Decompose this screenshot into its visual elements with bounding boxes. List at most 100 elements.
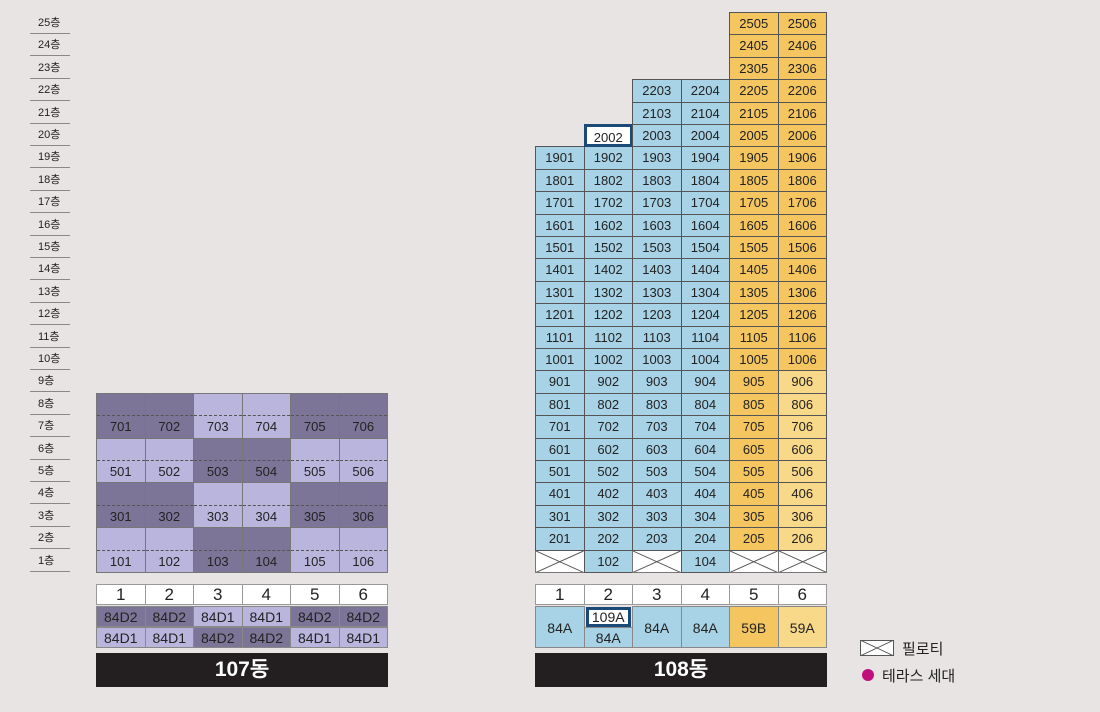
unit-cell: 1801 [535,168,585,193]
unit-cell: 1201 [535,303,585,327]
floor-label: 6층 [30,438,70,460]
unit-cell: 1505 [729,236,779,260]
unit-type: 84A [583,627,633,648]
unit-number: 702 [158,419,181,435]
unit-cell: 1703 [632,191,682,215]
unit-type: 84A [680,606,730,648]
unit-cell: 1001 [535,348,585,372]
unit-cell: 1402 [583,258,633,282]
unit-cell: 1901 [535,146,585,170]
unit-type: 84D1 [290,627,340,648]
floor-divider [291,459,339,461]
unit-number: 303 [206,508,229,524]
unit-cell: 703 [632,415,682,439]
unit-cell: 501 [96,437,146,484]
floor-divider [291,504,339,506]
unit-cell: 304 [680,504,730,529]
floor-divider [97,459,145,461]
unit-cell: 1204 [680,303,730,327]
floor-label: 18층 [30,169,70,191]
floor-divider [145,459,193,461]
unit-cell: 405 [729,482,779,506]
floor-divider [242,415,290,417]
unit-cell: 506 [338,437,388,484]
floor-label: 12층 [30,303,70,326]
unit-type: 84D1 [338,627,388,648]
unit-number: 705 [303,419,326,435]
floor-divider [339,549,387,551]
unit-cell: 503 [193,437,243,484]
unit-type: 84D1 [193,606,243,627]
unit-cell: 1403 [632,258,682,282]
unit-number: 104 [255,553,278,569]
unit-cell: 203 [632,527,682,551]
unit-cell: 205 [729,527,779,551]
unit-cell: 705 [290,392,340,439]
unit-cell: 2405 [729,34,779,58]
unit-cell: 1305 [729,280,779,305]
unit-cell: 1605 [729,213,779,237]
unit-cell: 305 [290,482,340,529]
unit-cell: 1405 [729,258,779,282]
unit-cell: 901 [535,370,585,394]
floor-divider [339,415,387,417]
unit-cell: 1804 [680,168,730,193]
unit-cell: 204 [680,527,730,551]
floor-label: 21층 [30,102,70,124]
unit-number: 305 [303,508,326,524]
floor-divider [145,415,193,417]
unit-cell: 1503 [632,236,682,260]
unit-type: 84A [632,606,682,648]
floor-label: 14층 [30,258,70,281]
unit-cell: 2406 [777,34,827,58]
unit-number: 301 [109,508,132,524]
floor-label: 2층 [30,527,70,550]
unit-cell: 2205 [729,79,779,103]
floor-divider [242,459,290,461]
unit-cell: 301 [96,482,146,529]
floor-label: 22층 [30,79,70,102]
floor-label: 17층 [30,191,70,214]
unit-cell: 606 [777,437,827,461]
unit-number: 703 [206,419,229,435]
unit-cell: 1704 [680,191,730,215]
line-number: 6 [338,584,388,605]
unit-number: 506 [352,463,375,479]
unit-cell: 505 [729,460,779,484]
unit-cell: 103 [193,527,243,573]
unit-cell: 104 [680,549,730,573]
legend-pilotis-label: 필로티 [902,641,944,658]
unit-type: 84D2 [290,606,340,627]
floor-label: 24층 [30,34,70,57]
unit-cell: 1902 [583,146,633,170]
unit-cell: 501 [535,460,585,484]
unit-cell: 2505 [729,12,779,36]
floor-divider [291,415,339,417]
unit-cell: 1603 [632,213,682,237]
pilotis-cell [535,549,585,573]
pilotis-cell [777,549,827,573]
unit-cell: 2105 [729,101,779,125]
unit-cell: 102 [583,549,633,573]
floor-divider [145,549,193,551]
unit-cell: 1701 [535,191,585,215]
unit-cell: 104 [241,527,291,573]
unit-cell: 304 [241,482,291,529]
floor-label: 9층 [30,370,70,393]
unit-cell: 1604 [680,213,730,237]
unit-cell: 1003 [632,348,682,372]
floor-label: 23층 [30,57,70,79]
floor-label: 10층 [30,348,70,370]
unit-cell: 1602 [583,213,633,237]
line-number: 5 [729,584,779,605]
unit-cell: 1205 [729,303,779,327]
unit-cell: 1502 [583,236,633,260]
unit-number: 501 [109,463,132,479]
unit-cell: 805 [729,392,779,417]
line-number: 1 [535,584,585,605]
unit-cell: 704 [680,415,730,439]
unit-cell: 201 [535,527,585,551]
unit-cell: 2305 [729,56,779,81]
unit-cell: 1606 [777,213,827,237]
unit-cell: 803 [632,392,682,417]
